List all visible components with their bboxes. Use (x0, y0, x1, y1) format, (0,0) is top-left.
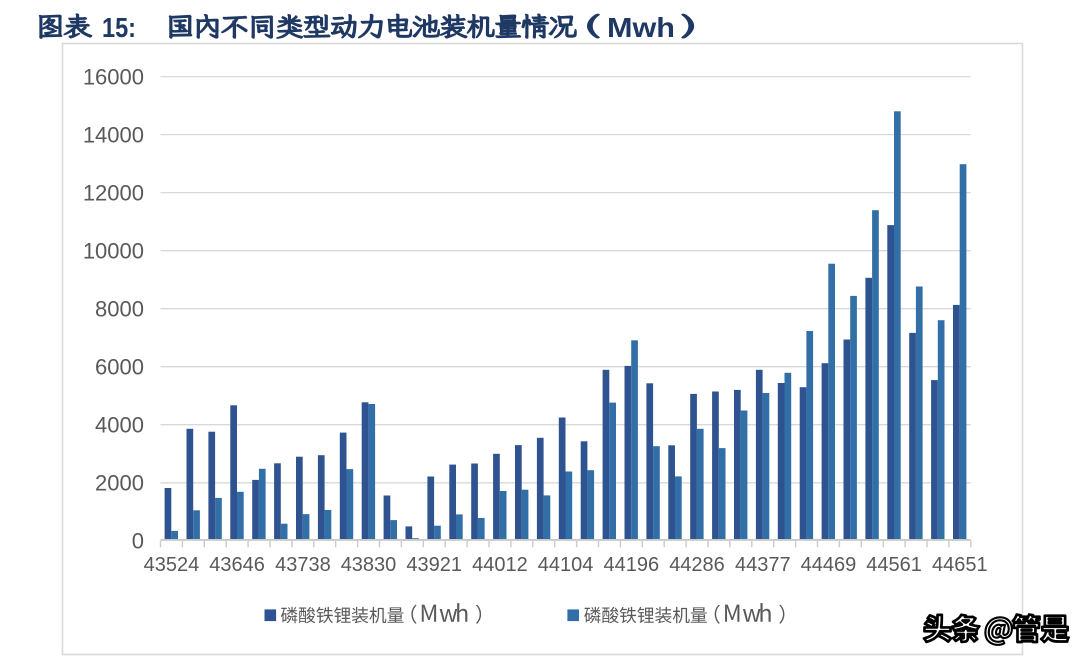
svg-text:43524: 43524 (144, 554, 200, 576)
svg-text:0: 0 (132, 529, 144, 554)
svg-text:44561: 44561 (866, 554, 922, 576)
svg-text:44104: 44104 (538, 554, 594, 576)
svg-text:15:: 15: (102, 12, 136, 43)
svg-text:43738: 43738 (275, 554, 331, 576)
svg-text:44469: 44469 (801, 554, 857, 576)
svg-text:6000: 6000 (95, 355, 144, 380)
svg-text:16000: 16000 (83, 64, 144, 89)
svg-text:12000: 12000 (83, 180, 144, 205)
svg-text:2000: 2000 (95, 471, 144, 496)
svg-text:44196: 44196 (603, 554, 659, 576)
svg-text:44012: 44012 (472, 554, 528, 576)
svg-text:44377: 44377 (735, 554, 791, 576)
svg-text:44651: 44651 (932, 554, 988, 576)
svg-text:4000: 4000 (95, 413, 144, 438)
svg-text:8000: 8000 (95, 297, 144, 322)
svg-text:10000: 10000 (83, 239, 144, 264)
svg-text:44286: 44286 (669, 554, 725, 576)
svg-text:43646: 43646 (209, 554, 265, 576)
svg-text:43921: 43921 (406, 554, 462, 576)
svg-text:14000: 14000 (83, 122, 144, 147)
svg-text:43830: 43830 (341, 554, 397, 576)
svg-text:Mwh: Mwh (607, 12, 675, 43)
